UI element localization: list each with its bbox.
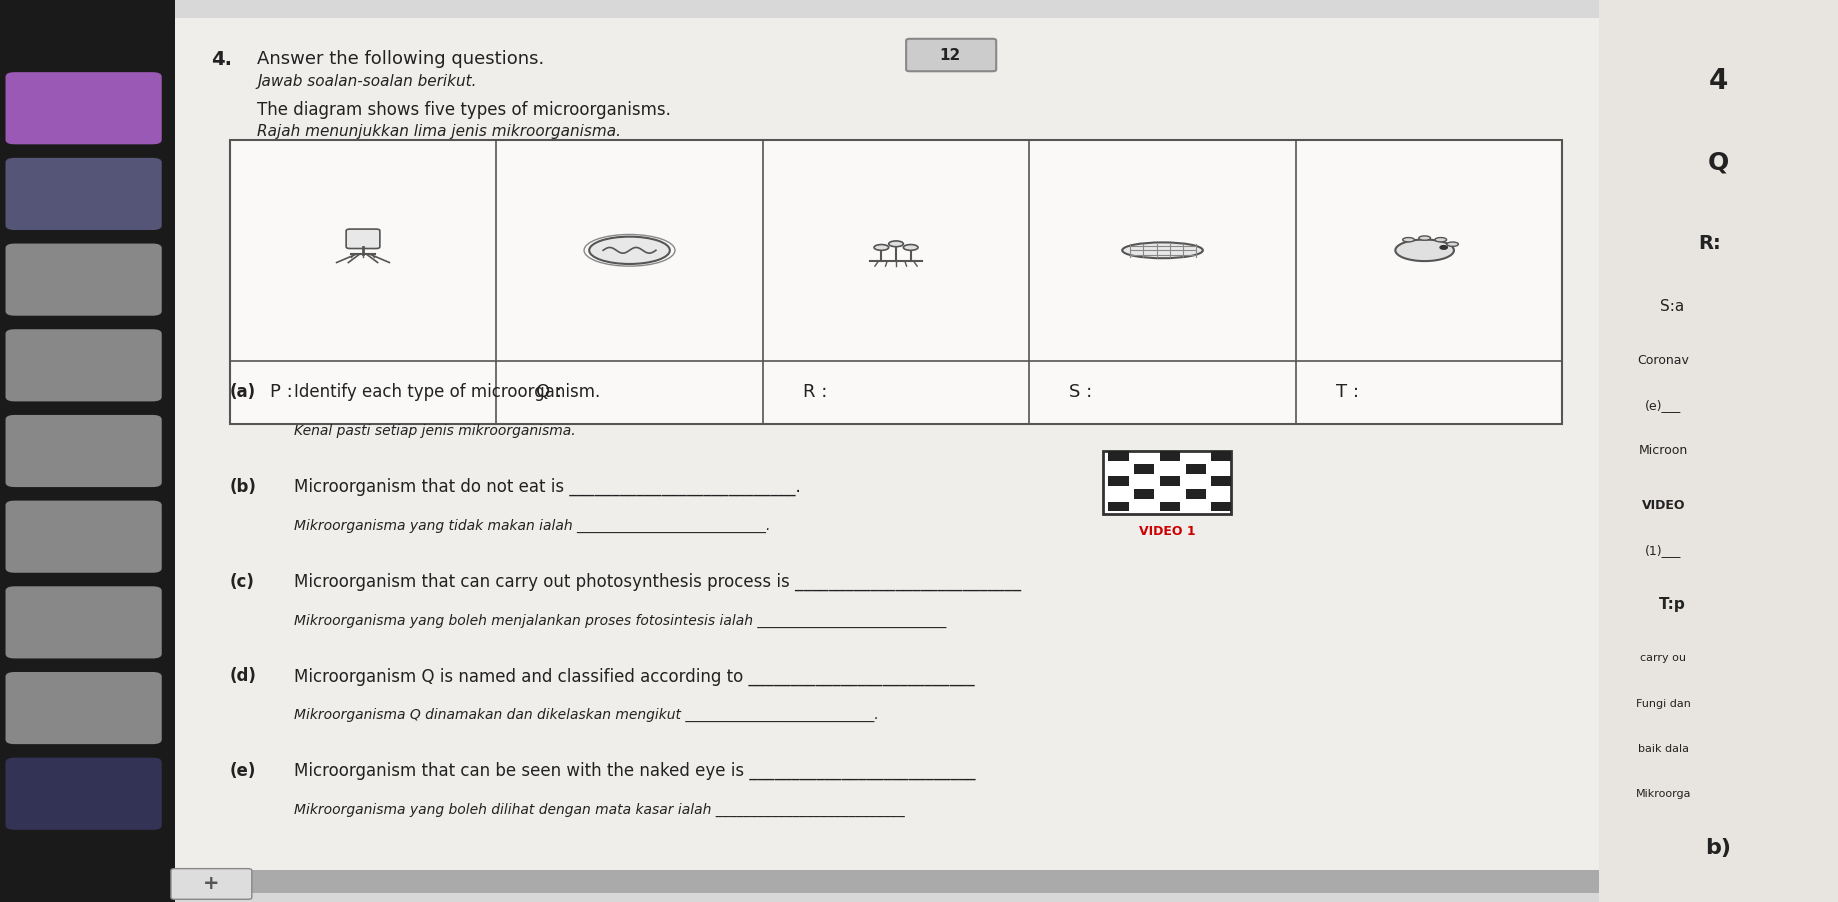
Bar: [1599, 0, 1838, 902]
Bar: [0, 0, 175, 902]
Bar: [1186, 464, 1206, 474]
Text: (1)___: (1)___: [1645, 544, 1682, 557]
Text: b): b): [1706, 838, 1731, 858]
FancyBboxPatch shape: [346, 229, 380, 249]
FancyBboxPatch shape: [6, 672, 162, 744]
Text: Kenal pasti setiap jenis mikroorganisma.: Kenal pasti setiap jenis mikroorganisma.: [294, 424, 575, 438]
Bar: [1160, 451, 1180, 461]
Text: (e): (e): [230, 762, 255, 780]
Bar: [1134, 464, 1154, 474]
Text: Mikroorga: Mikroorga: [1636, 788, 1691, 799]
Text: R:: R:: [1698, 234, 1720, 253]
Text: +: +: [204, 874, 219, 894]
Text: Microorganism that can carry out photosynthesis process is _____________________: Microorganism that can carry out photosy…: [294, 573, 1022, 591]
Text: Microorganism that do not eat is ___________________________.: Microorganism that do not eat is _______…: [294, 478, 801, 496]
Text: Q :: Q :: [537, 383, 562, 401]
Bar: [1108, 451, 1129, 461]
FancyBboxPatch shape: [6, 72, 162, 144]
Bar: [1108, 476, 1129, 486]
Text: Fungi dan: Fungi dan: [1636, 698, 1691, 709]
Text: (b): (b): [230, 478, 257, 496]
Bar: [1160, 476, 1180, 486]
Ellipse shape: [1435, 237, 1447, 242]
Text: Answer the following questions.: Answer the following questions.: [257, 50, 544, 68]
Text: (c): (c): [230, 573, 255, 591]
FancyBboxPatch shape: [6, 329, 162, 401]
Text: Mikroorganisma Q dinamakan dan dikelaskan mengikut ___________________________.: Mikroorganisma Q dinamakan dan dikelaska…: [294, 708, 879, 723]
FancyBboxPatch shape: [6, 586, 162, 658]
Bar: [1108, 502, 1129, 511]
Ellipse shape: [875, 244, 890, 251]
Bar: [1134, 489, 1154, 499]
Ellipse shape: [590, 236, 669, 264]
Bar: [1211, 502, 1231, 511]
Bar: [1211, 476, 1231, 486]
Text: 12: 12: [939, 48, 961, 62]
FancyBboxPatch shape: [6, 758, 162, 830]
FancyBboxPatch shape: [906, 39, 996, 71]
Ellipse shape: [890, 241, 902, 247]
Text: Identify each type of microorganism.: Identify each type of microorganism.: [294, 383, 601, 401]
Ellipse shape: [902, 244, 917, 251]
Bar: [1186, 489, 1206, 499]
FancyBboxPatch shape: [175, 18, 1599, 893]
FancyBboxPatch shape: [6, 415, 162, 487]
Text: T:p: T:p: [1660, 597, 1685, 612]
Text: Coronav: Coronav: [1638, 354, 1689, 367]
Text: 4.: 4.: [211, 50, 232, 69]
Ellipse shape: [1447, 242, 1458, 246]
Text: Microon: Microon: [1639, 445, 1687, 457]
Text: Microorganism Q is named and classified according to ___________________________: Microorganism Q is named and classified …: [294, 667, 974, 686]
Bar: [1103, 451, 1231, 514]
Text: Microorganism that can be seen with the naked eye is ___________________________: Microorganism that can be seen with the …: [294, 762, 976, 780]
Text: S:a: S:a: [1660, 299, 1685, 314]
Bar: [175, 870, 1599, 893]
Text: The diagram shows five types of microorganisms.: The diagram shows five types of microorg…: [257, 101, 671, 119]
Text: 4: 4: [1709, 67, 1728, 96]
Text: S :: S :: [1070, 383, 1092, 401]
Bar: [1160, 502, 1180, 511]
Ellipse shape: [1123, 243, 1202, 258]
Text: T :: T :: [1336, 383, 1358, 401]
Text: (d): (d): [230, 667, 257, 686]
Text: VIDEO 1: VIDEO 1: [1140, 525, 1195, 538]
Text: (e)___: (e)___: [1645, 400, 1682, 412]
Text: Q: Q: [1708, 151, 1730, 174]
Circle shape: [1439, 245, 1447, 249]
Text: Jawab soalan-soalan berikut.: Jawab soalan-soalan berikut.: [257, 74, 476, 89]
Text: R :: R :: [803, 383, 827, 401]
FancyBboxPatch shape: [171, 869, 252, 899]
Text: VIDEO: VIDEO: [1641, 499, 1685, 511]
Ellipse shape: [1395, 240, 1454, 261]
Text: baik dala: baik dala: [1638, 743, 1689, 754]
FancyBboxPatch shape: [6, 158, 162, 230]
Text: P :: P :: [270, 383, 292, 401]
Text: (a): (a): [230, 383, 255, 401]
Bar: [230, 140, 1562, 424]
FancyBboxPatch shape: [6, 244, 162, 316]
Text: Mikroorganisma yang boleh dilihat dengan mata kasar ialah ______________________: Mikroorganisma yang boleh dilihat dengan…: [294, 803, 904, 817]
Ellipse shape: [1402, 237, 1415, 242]
Ellipse shape: [1419, 236, 1430, 240]
Text: Mikroorganisma yang tidak makan ialah ___________________________.: Mikroorganisma yang tidak makan ialah __…: [294, 519, 770, 533]
Text: carry ou: carry ou: [1639, 653, 1687, 664]
FancyBboxPatch shape: [6, 501, 162, 573]
Bar: [1211, 451, 1231, 461]
Text: Mikroorganisma yang boleh menjalankan proses fotosintesis ialah ________________: Mikroorganisma yang boleh menjalankan pr…: [294, 613, 947, 628]
Text: Rajah menunjukkan lima jenis mikroorganisma.: Rajah menunjukkan lima jenis mikroorgani…: [257, 124, 621, 140]
